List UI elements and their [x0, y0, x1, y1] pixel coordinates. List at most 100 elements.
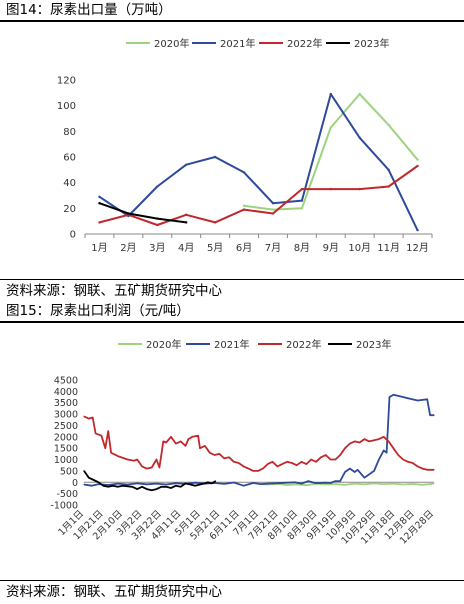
data-point-2022-12	[416, 164, 419, 168]
data-point-2022-6	[107, 430, 109, 432]
data-point-2020-18	[433, 483, 435, 485]
y-tick-label-3500: 3500	[54, 398, 78, 409]
y-tick-label-40: 40	[63, 178, 76, 189]
data-point-2022-55	[334, 458, 336, 461]
data-point-2021-18	[252, 482, 254, 484]
data-point-2023-9	[131, 486, 133, 488]
data-point-2021-17	[242, 485, 245, 487]
data-point-2022-7	[271, 212, 275, 215]
series-line-2021	[83, 393, 434, 487]
data-point-2021-6	[242, 171, 246, 174]
data-point-2023-1	[98, 202, 101, 205]
data-point-2022-69	[402, 458, 404, 461]
data-point-2020-7	[325, 483, 327, 486]
data-point-2023-17	[170, 487, 172, 489]
data-point-2022-35	[238, 462, 240, 464]
data-point-2021-10	[358, 136, 361, 139]
data-point-2021-19	[260, 483, 262, 485]
data-point-2022-26	[197, 435, 199, 437]
data-point-2022-20	[170, 436, 172, 438]
data-point-2020-17	[421, 484, 423, 486]
data-point-2020-12	[373, 482, 375, 485]
data-point-2020-12	[416, 158, 419, 161]
data-point-2022-23	[184, 445, 187, 447]
data-point-2022-11	[387, 185, 390, 188]
data-point-2022-60	[358, 441, 361, 444]
data-point-2021-43	[407, 397, 409, 399]
y-tick-label--1000: -1000	[50, 501, 78, 512]
data-point-2022-37	[247, 468, 249, 470]
figure-15-top-rule	[0, 321, 464, 323]
data-point-2023-2	[127, 212, 130, 215]
data-point-2022-0	[83, 415, 85, 417]
data-point-2022-31	[218, 453, 220, 455]
data-point-2022-9	[329, 187, 332, 191]
data-point-2022-56	[339, 454, 341, 456]
data-point-2022-19	[165, 441, 167, 444]
y-tick-label-2500: 2500	[54, 421, 78, 432]
data-point-2021-9	[165, 483, 167, 486]
data-point-2020-7	[271, 208, 275, 211]
data-point-2022-50	[310, 458, 312, 461]
data-point-2021-5	[126, 483, 129, 486]
data-point-2022-74	[426, 469, 428, 471]
data-point-2020-9	[329, 126, 332, 129]
data-point-2021-11	[387, 168, 390, 172]
data-point-2023-3	[156, 217, 159, 220]
data-point-2022-1	[88, 418, 90, 420]
data-point-2023-24	[204, 482, 206, 485]
data-point-2023-1	[88, 477, 90, 479]
data-point-2023-7	[117, 486, 119, 488]
data-point-2021-2	[97, 483, 100, 485]
data-point-2021-3	[107, 484, 109, 486]
data-point-2022-28	[204, 445, 206, 447]
x-tick-label-6: 6月	[236, 242, 252, 254]
y-tick-label-0: 0	[72, 478, 78, 489]
x-tick-label-1: 1月	[91, 242, 107, 254]
x-tick-label-3: 3月	[149, 242, 165, 254]
legend-label-2020: 2020年	[146, 338, 181, 351]
data-point-2021-34	[357, 469, 359, 471]
data-point-2020-10	[358, 92, 361, 96]
data-point-2021-38	[383, 449, 385, 452]
data-point-2021-24	[300, 483, 303, 485]
data-point-2022-5	[213, 221, 217, 224]
data-point-2021-21	[276, 482, 278, 484]
data-point-2022-44	[281, 463, 283, 465]
data-point-2022-38	[252, 470, 254, 472]
data-point-2022-22	[180, 440, 182, 442]
y-tick-label-500: 500	[60, 466, 78, 477]
data-point-2021-5	[213, 155, 217, 159]
data-point-2021-30	[339, 480, 341, 482]
data-point-2021-4	[185, 163, 188, 166]
y-tick-label-60: 60	[63, 153, 76, 164]
y-tick-label--500: -500	[56, 489, 78, 500]
y-tick-label-120: 120	[57, 76, 76, 87]
series-line-2021	[98, 93, 419, 231]
legend-label-2021: 2021年	[214, 338, 249, 351]
figure-15-title: 图15：尿素出口利润（元/吨）	[6, 303, 190, 319]
y-tick-label-0: 0	[70, 230, 76, 241]
data-point-2022-59	[354, 440, 356, 442]
data-point-2021-27	[325, 482, 327, 484]
data-point-2021-7	[271, 202, 275, 205]
data-point-2020-4	[296, 483, 298, 485]
data-point-2022-34	[233, 461, 235, 463]
y-tick-label-80: 80	[63, 127, 76, 138]
data-point-2023-3	[97, 481, 100, 483]
data-point-2021-44	[416, 399, 419, 402]
data-point-2021-1	[98, 195, 101, 198]
data-point-2020-3	[286, 484, 288, 486]
data-point-2023-4	[185, 221, 188, 224]
data-point-2021-36	[373, 470, 375, 472]
data-point-2021-25	[307, 480, 309, 482]
data-point-2020-10	[354, 483, 356, 485]
data-point-2022-53	[325, 454, 327, 456]
data-point-2020-5	[305, 484, 307, 486]
data-point-2021-8	[155, 483, 158, 485]
data-point-2021-4	[117, 483, 119, 485]
data-point-2022-54	[329, 458, 332, 461]
data-point-2023-5	[107, 486, 109, 488]
data-point-2022-40	[262, 468, 264, 470]
data-point-2022-3	[156, 223, 159, 227]
